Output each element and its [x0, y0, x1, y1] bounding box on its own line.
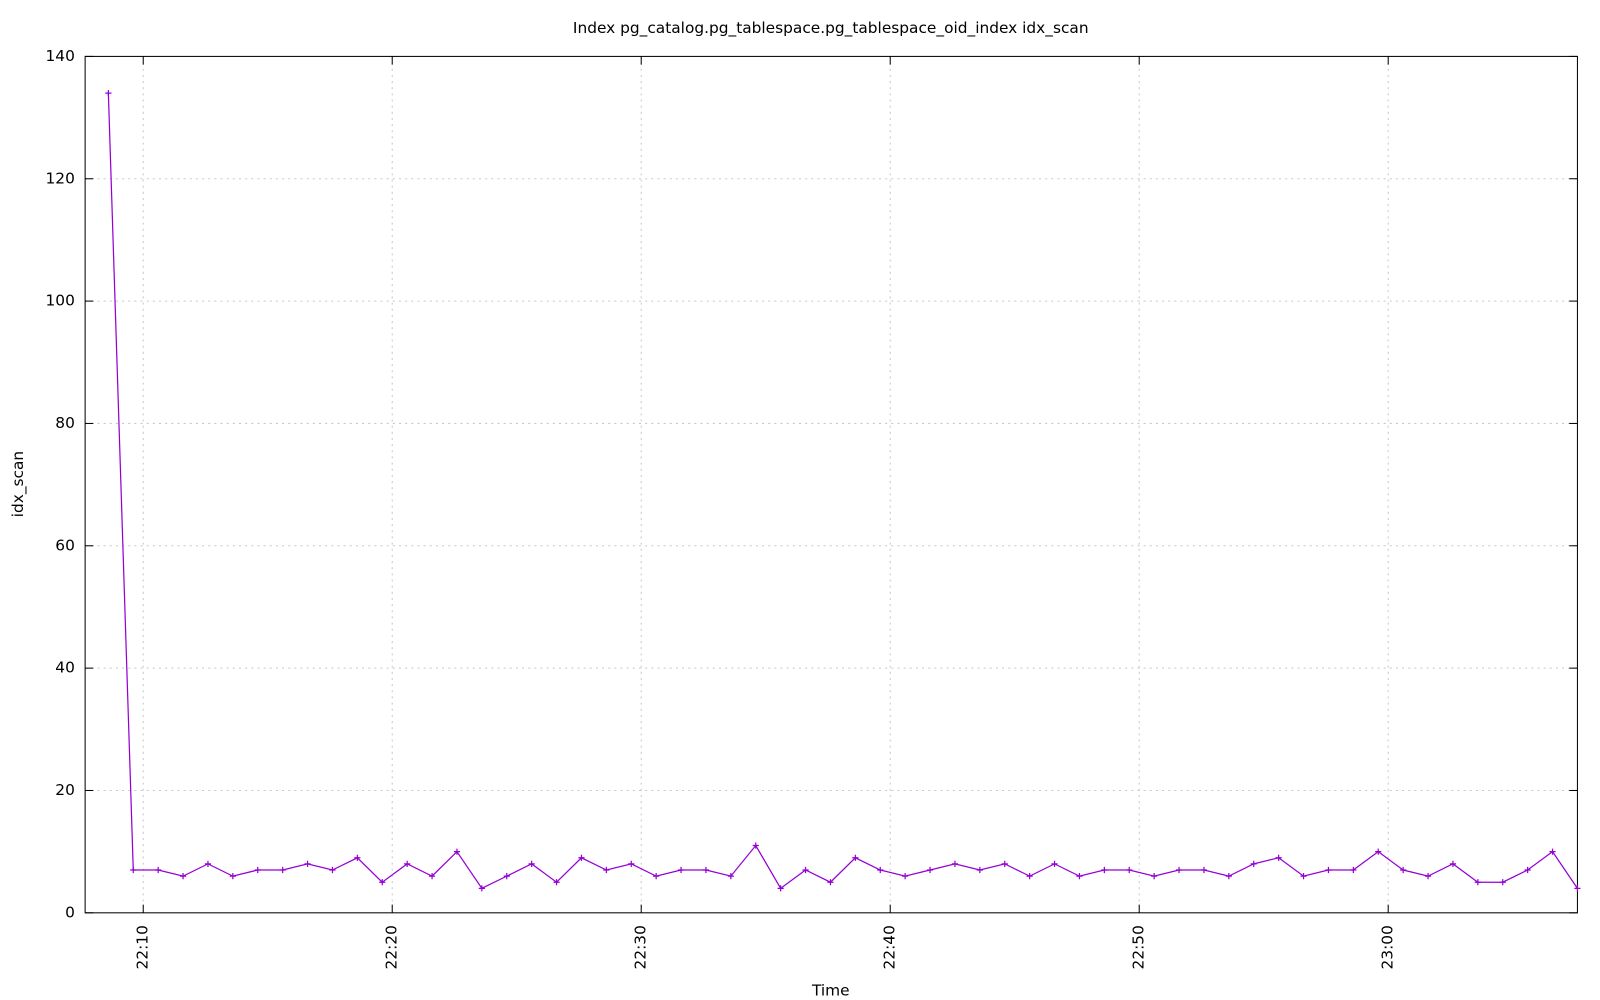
point [1051, 860, 1058, 867]
point [727, 873, 734, 880]
point [951, 860, 959, 867]
y-tick-label: 140 [46, 47, 75, 65]
point [653, 873, 660, 880]
point [1200, 866, 1208, 874]
point [1001, 860, 1008, 867]
point [1151, 873, 1158, 880]
x-axis-label: Time [811, 981, 850, 999]
x-tick-label: 22:40 [881, 925, 899, 969]
point [155, 866, 162, 874]
point [777, 885, 784, 892]
line [107, 93, 1578, 890]
point [553, 879, 560, 886]
point [1325, 866, 1332, 874]
y-tick-label: 0 [65, 903, 75, 921]
point [404, 860, 411, 867]
point [528, 860, 535, 867]
x-tick-label: 23:00 [1379, 925, 1397, 969]
point [329, 866, 336, 874]
point [279, 866, 286, 874]
point [802, 866, 809, 874]
point [204, 860, 212, 867]
x-tick-label: 22:10 [134, 925, 152, 969]
y-tick-label: 40 [55, 659, 75, 677]
point [1400, 866, 1407, 874]
point [105, 90, 112, 97]
point [1350, 866, 1357, 874]
x-tick-label: 22:20 [383, 925, 401, 969]
chart-title: Index pg_catalog.pg_tablespace.pg_tables… [573, 19, 1089, 38]
point [877, 866, 884, 874]
point [130, 866, 137, 874]
point [752, 842, 759, 849]
point [453, 848, 461, 855]
point [229, 873, 236, 880]
point [1499, 879, 1506, 886]
point [254, 866, 261, 874]
x-tick-label: 22:30 [632, 925, 650, 969]
point [1424, 873, 1432, 880]
point [603, 866, 610, 874]
point [827, 879, 834, 886]
point [503, 873, 510, 880]
y-tick-label: 120 [46, 169, 75, 187]
y-tick-label: 20 [55, 781, 75, 799]
point [1076, 873, 1083, 880]
point [852, 854, 859, 861]
point [428, 873, 436, 880]
point [1375, 848, 1382, 855]
point [179, 873, 187, 880]
point [702, 866, 710, 874]
x-tick-label: 22:50 [1130, 925, 1148, 969]
point [1126, 866, 1133, 874]
point [478, 885, 485, 892]
point [1101, 866, 1108, 874]
point [1250, 860, 1257, 867]
point [1175, 866, 1183, 874]
y-tick-label: 100 [46, 292, 75, 310]
point [677, 866, 685, 874]
point [1026, 873, 1033, 880]
point [976, 866, 983, 874]
point [578, 854, 585, 861]
plot-frame [84, 55, 1578, 914]
point [1524, 866, 1531, 874]
y-tick-label: 80 [55, 414, 75, 432]
point [1275, 854, 1282, 861]
point [1474, 879, 1481, 886]
point [1225, 873, 1232, 880]
y-axis-label: idx_scan [9, 451, 28, 517]
point [628, 860, 635, 867]
point [1549, 848, 1556, 855]
point [1449, 860, 1457, 867]
point [354, 854, 361, 861]
point [902, 873, 909, 880]
point [1574, 885, 1581, 892]
point [379, 879, 386, 886]
point [1300, 873, 1307, 880]
point [304, 860, 311, 867]
point [926, 866, 934, 874]
y-tick-label: 60 [55, 536, 75, 554]
